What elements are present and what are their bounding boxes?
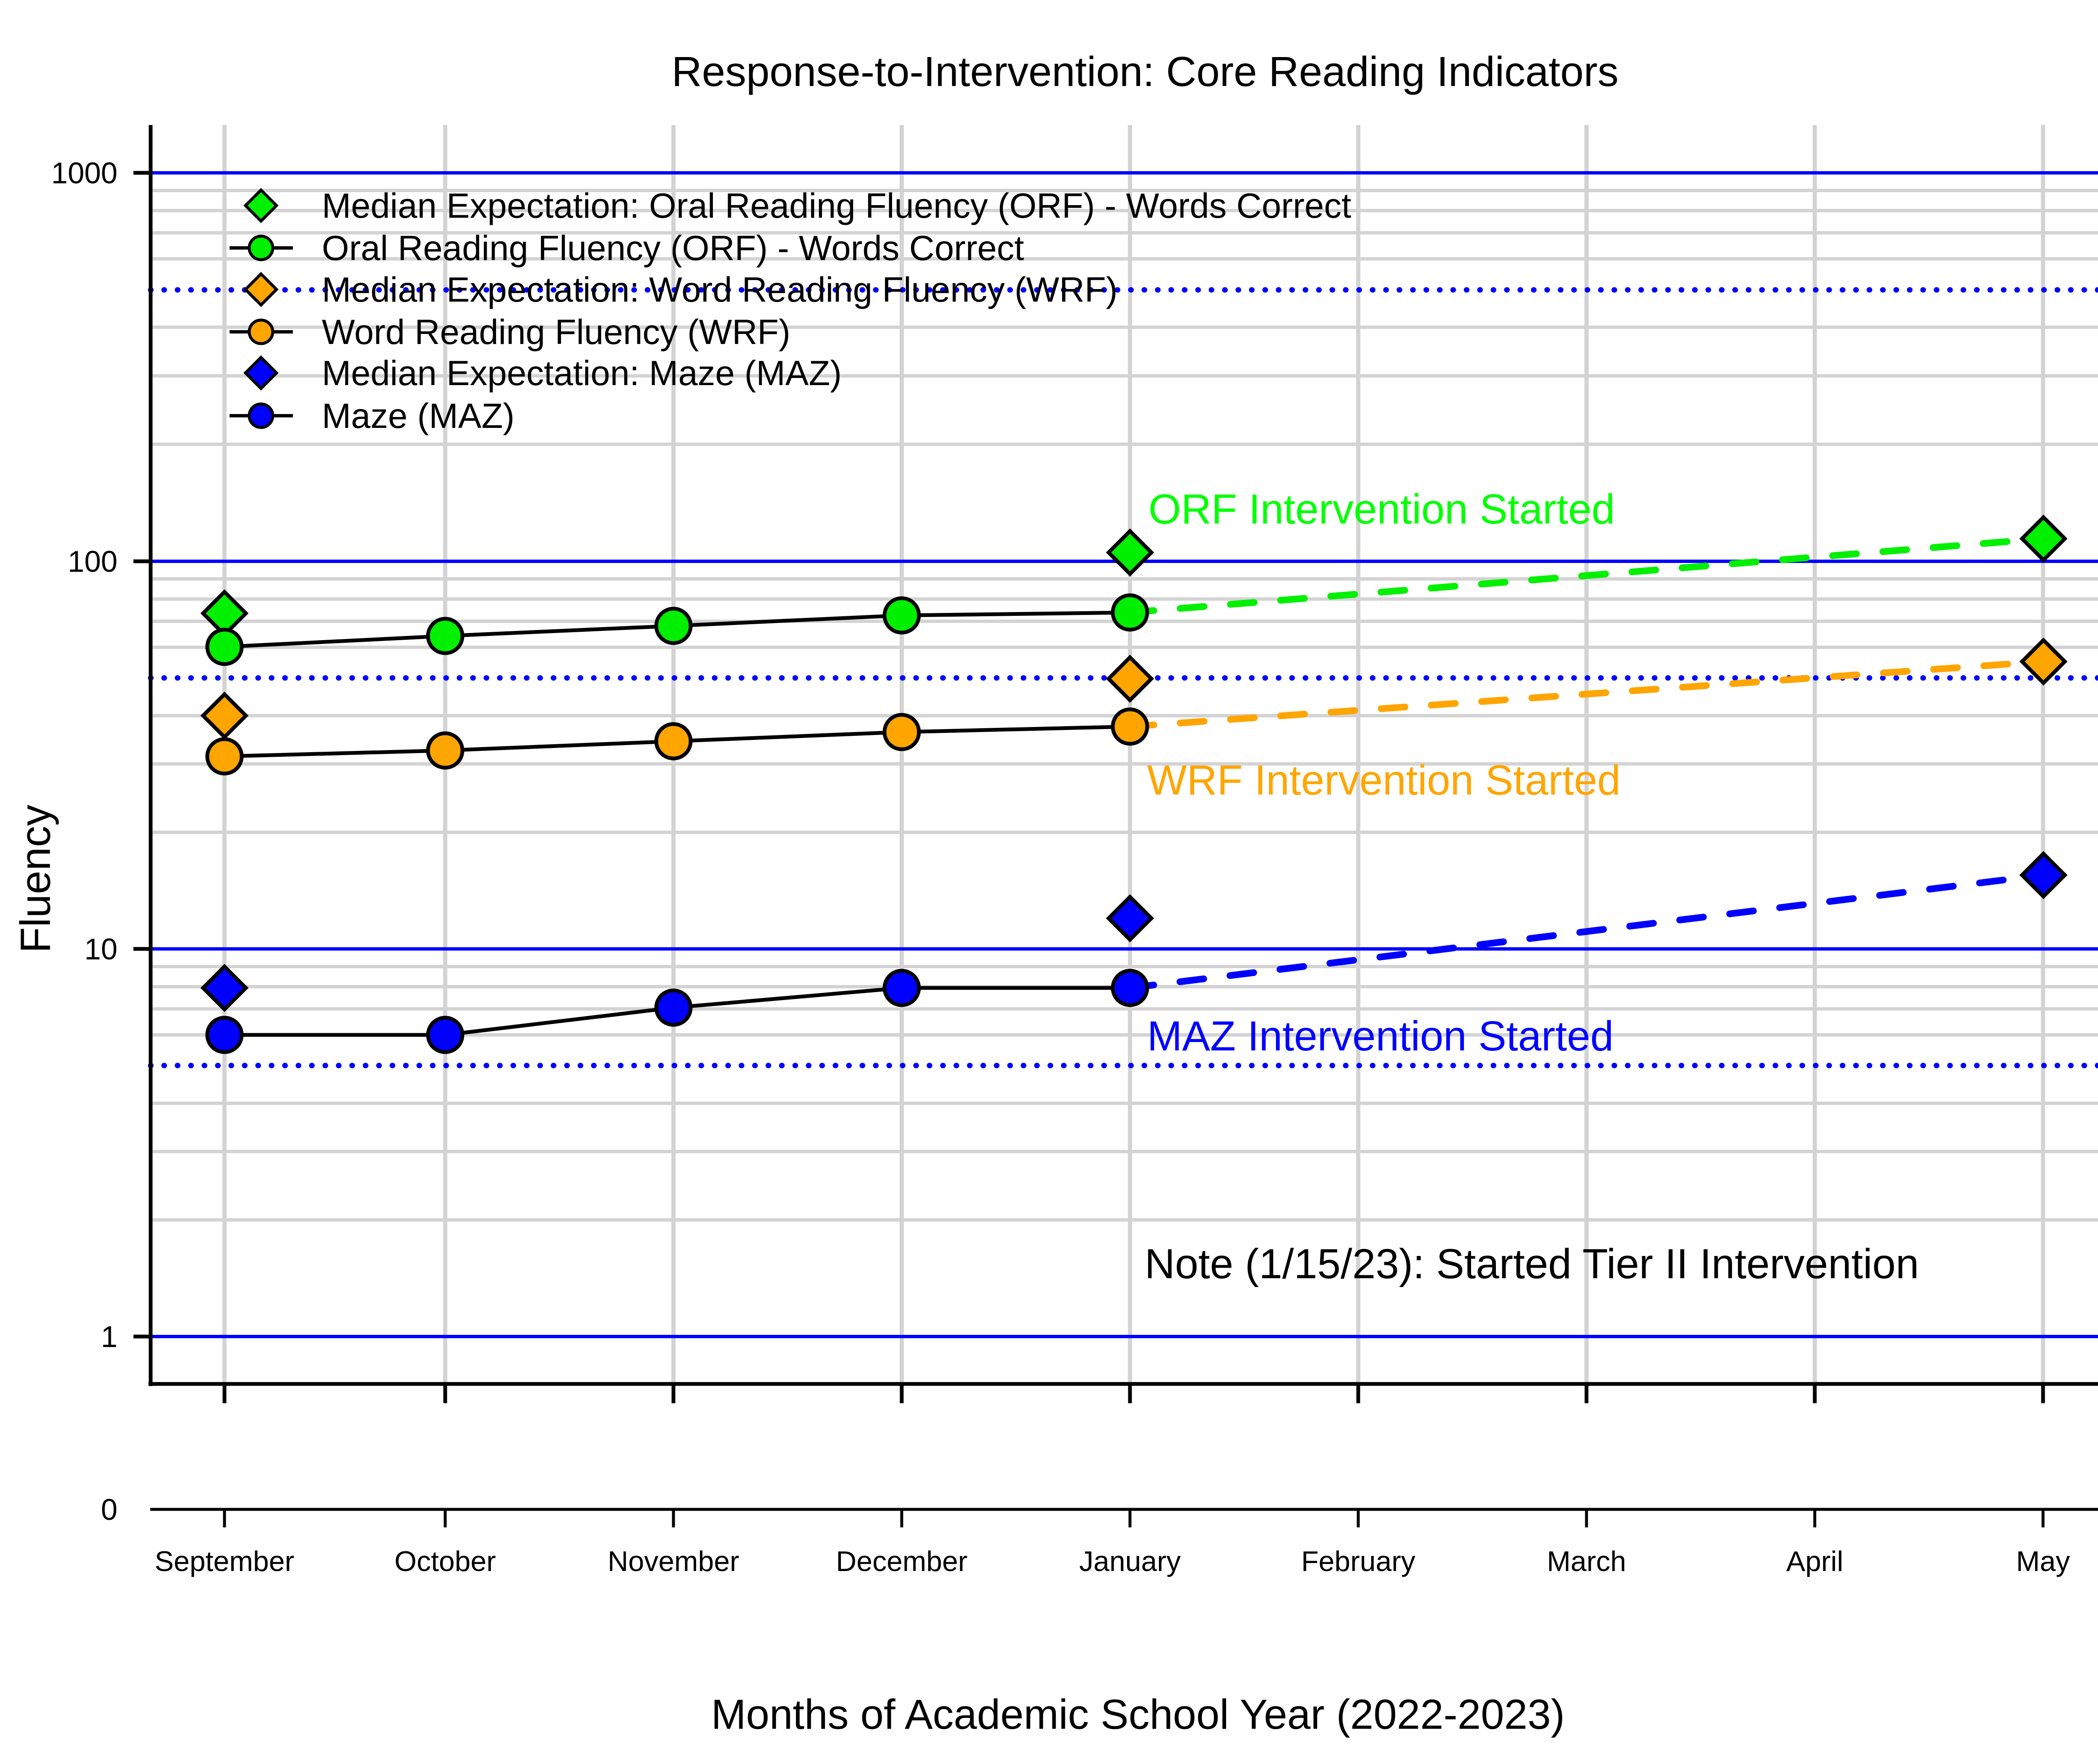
svg-text:Median Expectation: Maze (MAZ): Median Expectation: Maze (MAZ) [322,353,842,393]
svg-text:1000: 1000 [51,157,117,190]
svg-text:0: 0 [101,1493,118,1527]
svg-text:September: September [155,1545,295,1577]
svg-text:May: May [2016,1545,2070,1577]
svg-text:100: 100 [68,545,117,578]
svg-text:March: March [1547,1545,1626,1577]
svg-text:Response-to-Intervention: Core: Response-to-Intervention: Core Reading I… [672,48,1619,95]
svg-text:December: December [836,1545,968,1577]
svg-text:Fluency: Fluency [12,805,59,953]
svg-text:February: February [1301,1545,1415,1577]
svg-text:November: November [608,1545,739,1577]
svg-text:Word Reading Fluency (WRF): Word Reading Fluency (WRF) [322,312,791,352]
svg-text:October: October [394,1545,496,1577]
svg-text:Note (1/15/23): Started Tier I: Note (1/15/23): Started Tier II Interven… [1145,1240,1919,1287]
svg-text:Median Expectation: Oral Readi: Median Expectation: Oral Reading Fluency… [322,186,1351,225]
svg-text:ORF Intervention Started: ORF Intervention Started [1148,486,1615,533]
svg-text:April: April [1786,1545,1843,1577]
svg-text:MAZ Intervention Started: MAZ Intervention Started [1147,1013,1614,1060]
svg-text:January: January [1079,1545,1181,1577]
svg-text:Median Expectation: Word Readi: Median Expectation: Word Reading Fluency… [322,270,1118,309]
svg-text:1: 1 [101,1321,118,1354]
svg-text:Maze (MAZ): Maze (MAZ) [322,396,514,435]
svg-text:Oral Reading Fluency (ORF) - W: Oral Reading Fluency (ORF) - Words Corre… [322,228,1024,268]
svg-text:10: 10 [84,933,117,966]
svg-text:Months of Academic School Year: Months of Academic School Year (2022-202… [711,1691,1565,1738]
svg-text:WRF Intervention Started: WRF Intervention Started [1147,757,1620,804]
